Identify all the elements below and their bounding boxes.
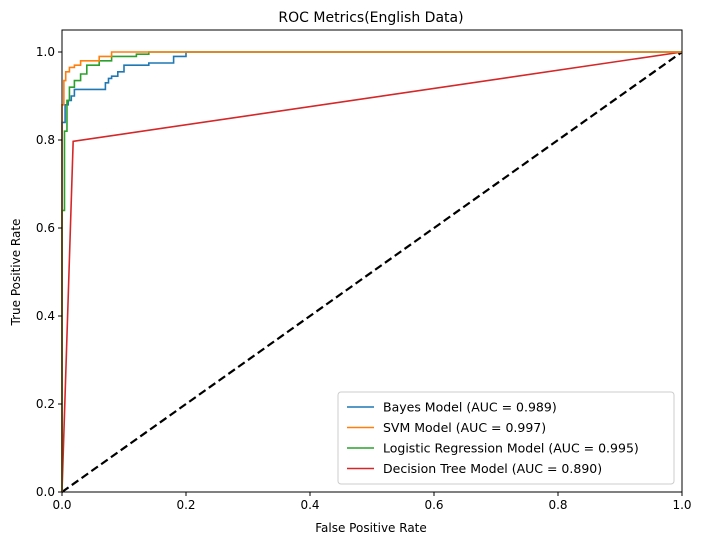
y-tick-label: 0.8 bbox=[36, 133, 55, 147]
reference-diagonal-line bbox=[61, 51, 683, 493]
series-line-2 bbox=[61, 51, 682, 492]
legend-entry: SVM Model (AUC = 0.997) bbox=[383, 420, 546, 435]
x-tick-label: 0.8 bbox=[548, 498, 567, 512]
legend-entry: Logistic Regression Model (AUC = 0.995) bbox=[383, 441, 639, 456]
series-line-1 bbox=[61, 51, 682, 492]
series-line-3 bbox=[61, 51, 683, 493]
reference-line-layer bbox=[61, 51, 683, 493]
axes-frame bbox=[61, 29, 683, 493]
x-axis-label: False Positive Rate bbox=[315, 521, 427, 535]
y-tick-label: 0.4 bbox=[36, 309, 55, 323]
legend-entry: Bayes Model (AUC = 0.989) bbox=[383, 400, 557, 415]
legend: Bayes Model (AUC = 0.989) SVM Model (AUC … bbox=[337, 391, 675, 485]
series-layer bbox=[61, 51, 683, 493]
x-tick-label: 0.2 bbox=[176, 498, 195, 512]
x-tick-label: 0.6 bbox=[424, 498, 443, 512]
legend-box bbox=[337, 391, 675, 485]
y-tick-label: 0.0 bbox=[36, 485, 55, 499]
y-axis-label: True Positive Rate bbox=[9, 219, 23, 327]
x-tick-label: 1.0 bbox=[672, 498, 691, 512]
x-tick-label: 0.0 bbox=[52, 498, 71, 512]
series-line-0 bbox=[61, 51, 682, 492]
chart-title: ROC Metrics(English Data) bbox=[278, 10, 463, 26]
x-tick-label: 0.4 bbox=[300, 498, 319, 512]
y-tick-label: 1.0 bbox=[36, 45, 55, 59]
axes-layer: 0.0 0.2 0.4 0.6 0.8 1.0 0.0 0.2 0.4 0.6 0.8 1.0 bbox=[36, 29, 692, 512]
y-tick-label: 0.2 bbox=[36, 397, 55, 411]
y-tick-label: 0.6 bbox=[36, 221, 55, 235]
legend-entry: Decision Tree Model (AUC = 0.890) bbox=[383, 461, 602, 476]
